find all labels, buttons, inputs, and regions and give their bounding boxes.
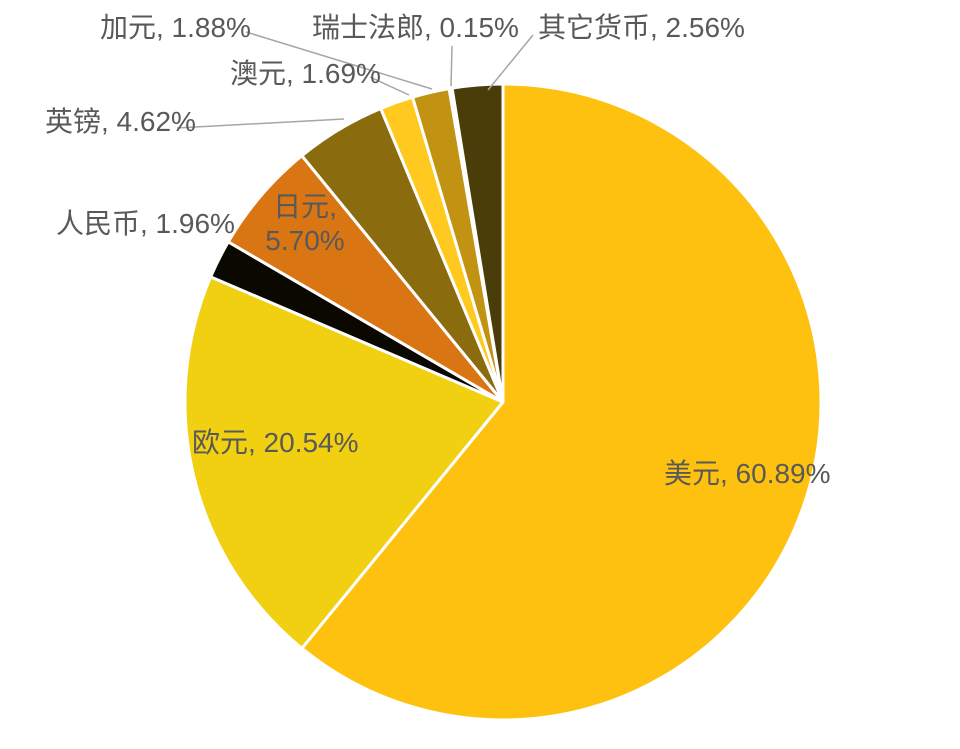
leader-line-aud xyxy=(369,76,410,96)
label-eur: 欧元, 20.54% xyxy=(192,427,359,458)
leader-line-gbp xyxy=(176,118,345,129)
leader-line-other xyxy=(487,34,534,91)
label-chf: 瑞士法郎, 0.15% xyxy=(312,12,519,43)
pie-slices-group xyxy=(183,82,823,722)
label-aud: 澳元, 1.69% xyxy=(230,58,381,89)
label-gbp: 英镑, 4.62% xyxy=(45,106,196,137)
leader-line-chf xyxy=(450,45,453,87)
label-jpy-line1: 日元, xyxy=(273,191,337,222)
label-other: 其它货币, 2.56% xyxy=(538,12,745,43)
pie-slice-other xyxy=(450,82,505,404)
label-cny: 人民币, 1.96% xyxy=(56,208,235,239)
label-jpy-line2: 5.70% xyxy=(265,225,345,256)
pie-slice-eur xyxy=(183,275,505,650)
pie-slice-usd xyxy=(300,82,823,722)
leader-line-cad xyxy=(245,31,433,90)
leader-lines-group xyxy=(176,31,534,129)
label-cad: 加元, 1.88% xyxy=(100,12,251,43)
label-usd: 美元, 60.89% xyxy=(664,458,831,489)
label-jpy: 日元, 5.70% xyxy=(246,190,364,258)
